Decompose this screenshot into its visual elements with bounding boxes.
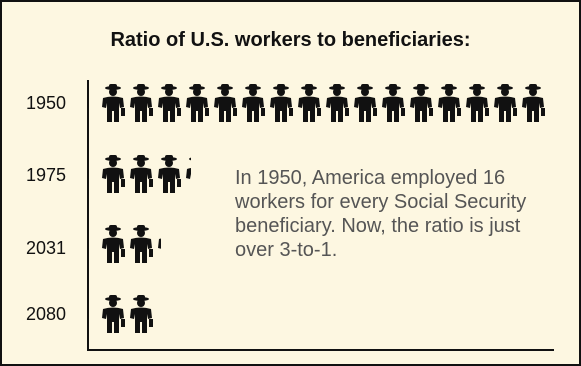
worker-icons-2080 xyxy=(102,295,153,333)
annotation-text: In 1950, America employed 16 workers for… xyxy=(235,167,527,261)
worker-icon xyxy=(214,84,237,122)
worker-icon xyxy=(466,84,489,122)
worker-icon xyxy=(130,225,153,263)
worker-icon xyxy=(130,295,153,333)
worker-row-1950 xyxy=(99,81,547,123)
chart-title: Ratio of U.S. workers to beneficiaries: xyxy=(110,29,471,51)
worker-icon xyxy=(158,238,161,249)
year-label-1950: 1950 xyxy=(26,93,67,113)
worker-icon xyxy=(522,84,545,122)
worker-icon xyxy=(102,155,125,193)
worker-icon xyxy=(186,157,192,193)
worker-icons-1950 xyxy=(102,84,545,122)
worker-icon xyxy=(158,84,181,122)
worker-icon xyxy=(102,84,125,122)
worker-icons-2031 xyxy=(102,225,161,263)
worker-icon xyxy=(354,84,377,122)
worker-icons-1975 xyxy=(102,155,192,193)
worker-icon xyxy=(158,155,181,193)
worker-icon xyxy=(130,84,153,122)
worker-row-2031 xyxy=(99,222,161,264)
worker-icon xyxy=(326,84,349,122)
worker-icon xyxy=(130,155,153,193)
year-label-1975: 1975 xyxy=(26,165,67,185)
x-axis-line xyxy=(87,349,554,351)
worker-icon xyxy=(382,84,405,122)
worker-icon xyxy=(410,84,433,122)
worker-icon xyxy=(102,225,125,263)
year-label-2080: 2080 xyxy=(26,304,67,324)
worker-icon xyxy=(186,84,209,122)
worker-icon xyxy=(298,84,321,122)
y-axis-line xyxy=(87,80,89,350)
worker-icon xyxy=(270,84,293,122)
worker-row-1975 xyxy=(99,152,192,194)
worker-icon xyxy=(438,84,461,122)
year-label-2031: 2031 xyxy=(26,238,67,258)
worker-icon xyxy=(102,295,125,333)
worker-row-2080 xyxy=(99,292,155,334)
worker-icon xyxy=(494,84,517,122)
worker-icon xyxy=(242,84,265,122)
